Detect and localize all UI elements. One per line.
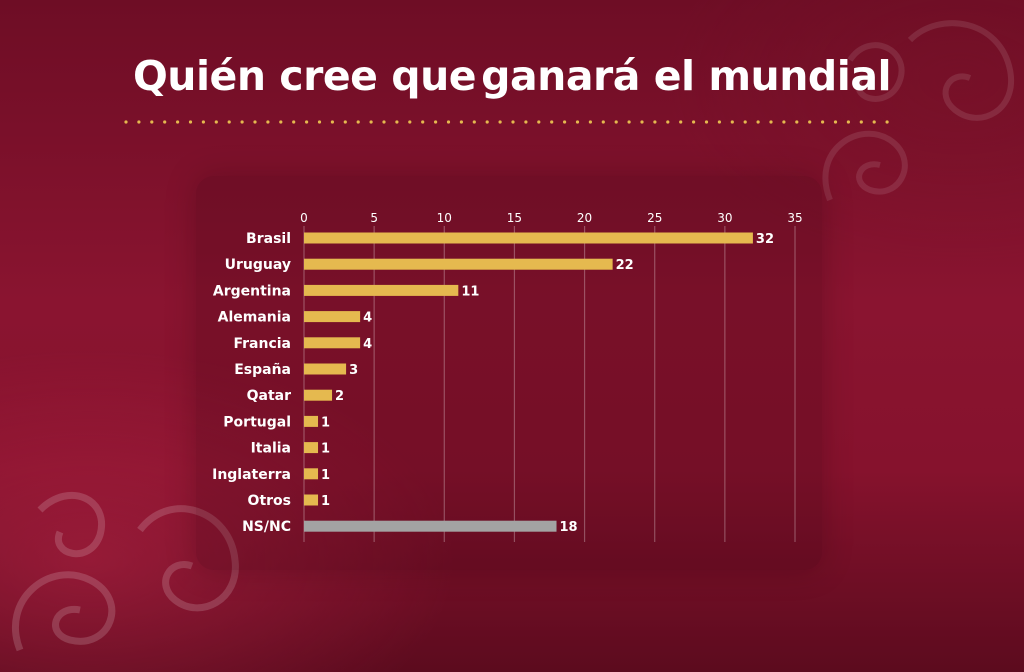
x-tick-label-35: 35 <box>787 211 802 225</box>
page-title: Quién cree que ganará el mundial <box>0 52 1024 100</box>
title-dotted-divider <box>124 120 900 124</box>
category-label-5: España <box>234 362 291 378</box>
bar-10 <box>304 494 319 506</box>
bar-7 <box>304 415 319 427</box>
data-label-11: 18 <box>560 520 578 535</box>
data-label-2: 11 <box>461 284 479 299</box>
data-label-3: 4 <box>363 311 372 326</box>
x-tick-label-20: 20 <box>577 211 592 225</box>
title-part-white: Quién cree que <box>132 52 477 100</box>
category-label-3: Alemania <box>218 310 291 326</box>
category-label-0: Brasil <box>246 231 291 247</box>
data-label-0: 32 <box>756 232 774 247</box>
bar-8 <box>304 442 319 454</box>
category-label-9: Inglaterra <box>212 467 291 483</box>
data-label-9: 1 <box>321 468 330 483</box>
bar-0 <box>304 232 753 244</box>
decorative-ornament-top-right <box>822 20 1015 202</box>
data-label-5: 3 <box>349 363 358 378</box>
x-tick-label-25: 25 <box>647 211 662 225</box>
bar-5 <box>304 363 347 375</box>
category-label-4: Francia <box>233 336 291 352</box>
data-label-8: 1 <box>321 442 330 457</box>
bar-3 <box>304 311 361 323</box>
x-tick-label-30: 30 <box>717 211 732 225</box>
decorative-ornament-bottom-left <box>11 491 239 652</box>
category-label-8: Italia <box>251 441 291 457</box>
data-label-4: 4 <box>363 337 372 352</box>
category-label-7: Portugal <box>223 414 291 430</box>
x-tick-label-15: 15 <box>507 211 522 225</box>
data-label-7: 1 <box>321 415 330 430</box>
title-part-accent: ganará el mundial <box>481 52 892 100</box>
x-tick-label-0: 0 <box>300 211 308 225</box>
category-label-10: Otros <box>248 493 291 509</box>
category-label-11: NS/NC <box>242 519 291 535</box>
category-label-1: Uruguay <box>225 257 291 273</box>
category-label-2: Argentina <box>213 283 291 299</box>
x-tick-label-5: 5 <box>370 211 378 225</box>
x-tick-label-10: 10 <box>437 211 452 225</box>
bar-9 <box>304 468 319 480</box>
data-label-10: 1 <box>321 494 330 509</box>
bar-1 <box>304 258 613 270</box>
category-label-6: Qatar <box>247 388 291 404</box>
bar-4 <box>304 337 361 349</box>
bar-11 <box>304 520 557 532</box>
data-label-1: 22 <box>616 258 634 273</box>
bar-2 <box>304 284 459 296</box>
bar-6 <box>304 389 333 401</box>
data-label-6: 2 <box>335 389 344 404</box>
